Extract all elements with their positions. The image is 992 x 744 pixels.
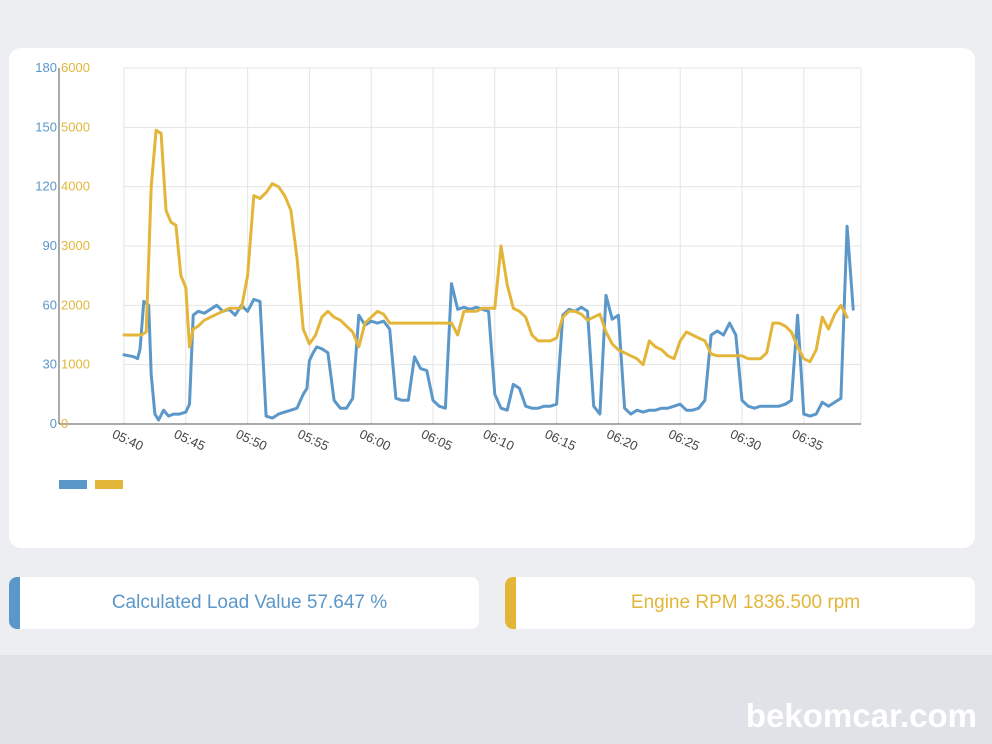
y-left-tick-label: 180 bbox=[35, 60, 57, 75]
x-tick-label: 06:10 bbox=[481, 426, 517, 453]
x-tick-label: 05:50 bbox=[234, 426, 270, 453]
legend-swatch-rpm[interactable] bbox=[95, 480, 123, 489]
chart-card: 0 0 30 1000 60 2000 90 3000 120 4000 150 5000 180 600… bbox=[9, 48, 975, 548]
y-left-tick-label: 0 bbox=[50, 416, 57, 431]
load-card-accent bbox=[9, 577, 20, 629]
legend-swatch-load[interactable] bbox=[59, 480, 87, 489]
y-left-tick-label: 30 bbox=[43, 357, 57, 372]
chart-axes bbox=[58, 68, 861, 425]
x-tick-label: 06:05 bbox=[419, 426, 455, 453]
x-tick-label: 06:25 bbox=[666, 426, 702, 453]
y-right-tick-label: 0 bbox=[61, 416, 68, 431]
x-tick-label: 06:30 bbox=[728, 426, 764, 453]
y-left-tick-label: 90 bbox=[43, 238, 57, 253]
y-right-tick-label: 1000 bbox=[61, 357, 90, 372]
rpm-card-accent bbox=[505, 577, 516, 629]
bottom-band bbox=[0, 655, 992, 744]
line-chart: 0 0 30 1000 60 2000 90 3000 120 4000 150 5000 180 600… bbox=[35, 60, 862, 454]
x-tick-label: 06:15 bbox=[543, 426, 579, 453]
y-left-tick-label: 60 bbox=[43, 297, 57, 312]
x-tick-label: 05:45 bbox=[172, 426, 208, 453]
y-left-tick-label: 120 bbox=[35, 179, 57, 194]
y-right-tick-label: 2000 bbox=[61, 297, 90, 312]
load-value-text: Calculated Load Value 57.647 % bbox=[111, 592, 388, 613]
y-right-tick-label: 5000 bbox=[61, 119, 90, 134]
x-tick-label: 05:55 bbox=[295, 426, 331, 453]
y-right-tick-label: 4000 bbox=[61, 179, 90, 194]
y-right-tick-label: 6000 bbox=[61, 60, 90, 75]
chart-lines bbox=[122, 128, 855, 422]
load-value-card: Calculated Load Value 57.647 % bbox=[9, 577, 479, 629]
x-tick-label: 05:40 bbox=[110, 426, 146, 453]
watermark: bekomcar.com bbox=[745, 697, 977, 734]
y-right-tick-label: 3000 bbox=[61, 238, 90, 253]
rpm-value-text: Engine RPM 1836.500 rpm bbox=[630, 592, 861, 613]
x-tick-label: 06:35 bbox=[790, 426, 826, 453]
rpm-value-card: Engine RPM 1836.500 rpm bbox=[505, 577, 975, 629]
series-line-load bbox=[122, 224, 855, 422]
y-left-tick-label: 150 bbox=[35, 119, 57, 134]
x-tick-label: 06:00 bbox=[357, 426, 393, 453]
x-tick-label: 06:20 bbox=[604, 426, 640, 453]
series-line-rpm bbox=[122, 128, 849, 367]
